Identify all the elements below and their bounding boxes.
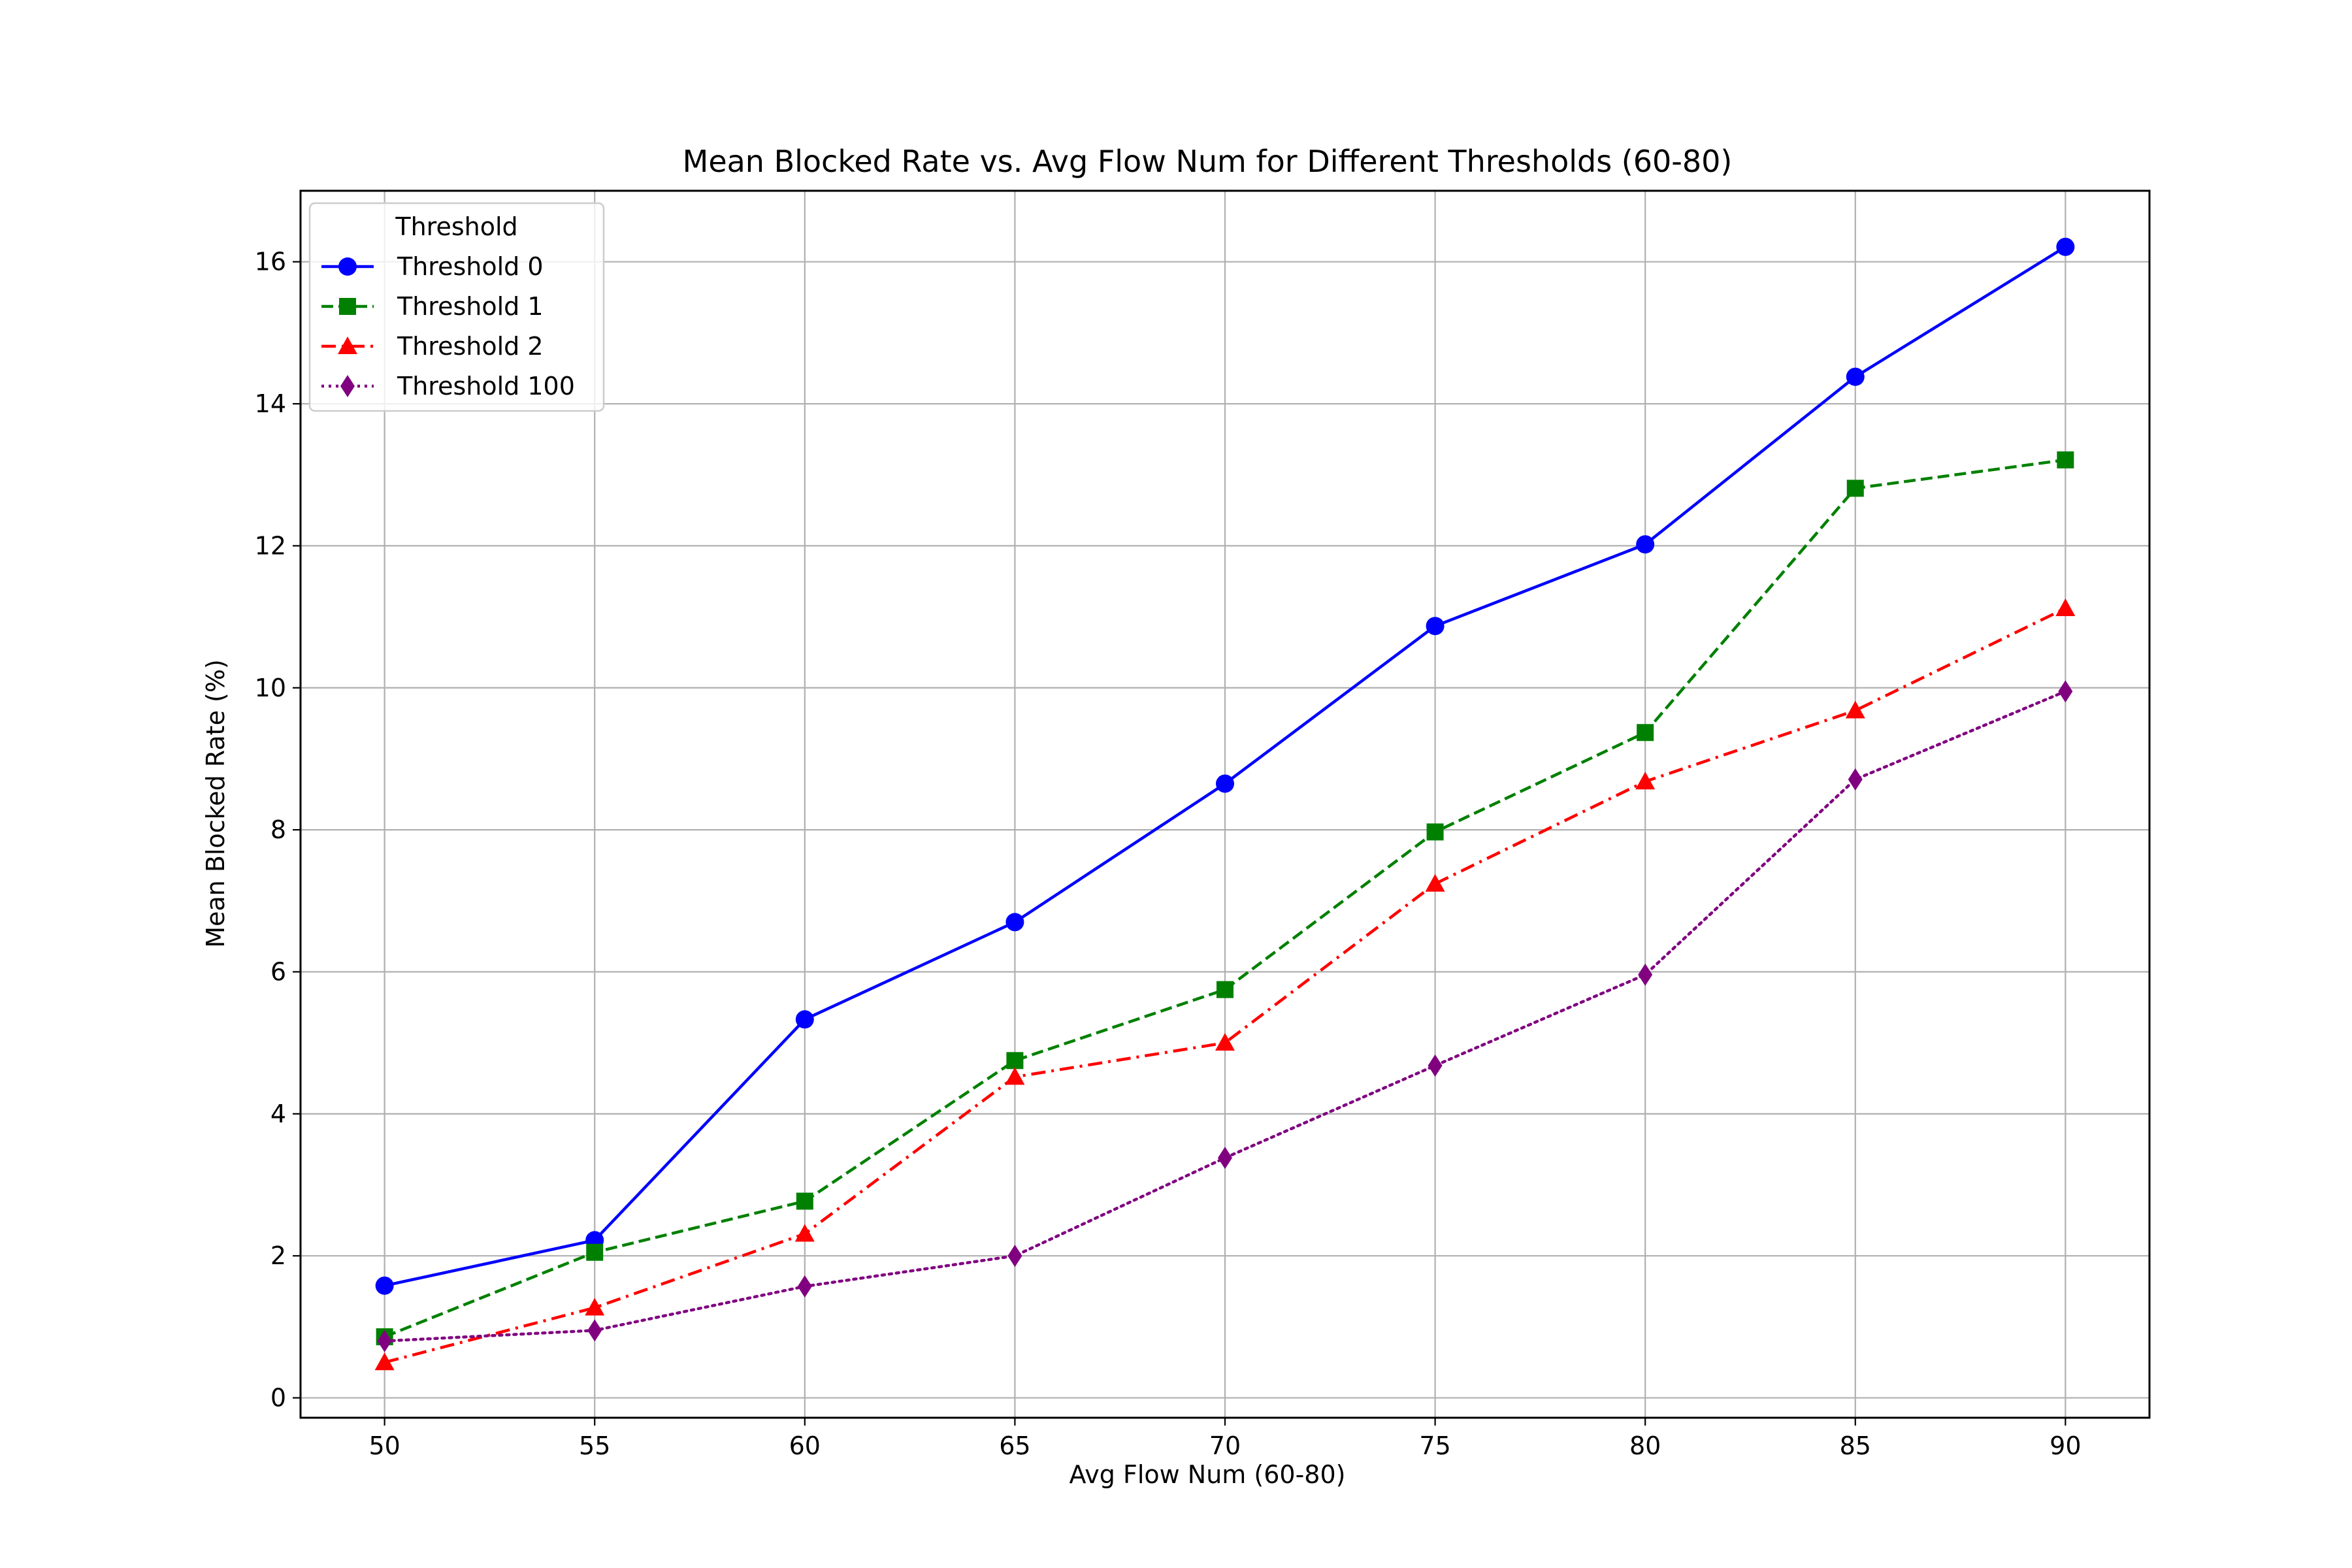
data-point xyxy=(1635,772,1656,790)
legend-entry-label: Threshold 1 xyxy=(397,292,544,321)
y-axis-label: Mean Blocked Rate (%) xyxy=(201,659,230,948)
y-tick-label: 0 xyxy=(270,1384,286,1413)
legend-marker-swatch xyxy=(340,375,355,397)
legend-entry-label: Threshold 100 xyxy=(397,372,575,400)
data-point xyxy=(1005,913,1024,932)
legend-entry: Threshold 0 xyxy=(321,252,544,281)
x-tick-label: 60 xyxy=(789,1431,821,1460)
legend-marker-swatch xyxy=(338,336,357,354)
y-tick-label: 6 xyxy=(270,957,286,986)
x-tick-label: 90 xyxy=(2050,1431,2081,1460)
y-tick-label: 2 xyxy=(270,1241,286,1270)
legend-entry: Threshold 100 xyxy=(321,372,575,400)
legend-title: Threshold xyxy=(395,212,517,241)
series-line xyxy=(384,607,2066,1364)
x-tick-label: 55 xyxy=(579,1431,610,1460)
legend-entry-label: Threshold 0 xyxy=(397,252,544,281)
series-line xyxy=(384,458,2066,1339)
x-tick-label: 50 xyxy=(368,1431,400,1460)
x-tick-label: 75 xyxy=(1419,1431,1450,1460)
data-point xyxy=(1005,1067,1025,1085)
y-tick-label: 16 xyxy=(255,248,286,276)
data-point xyxy=(2058,680,2073,703)
data-point xyxy=(797,1275,812,1298)
x-tick-label: 85 xyxy=(1840,1431,1871,1460)
data-point xyxy=(1216,774,1234,793)
x-axis-label: Avg Flow Num (60-80) xyxy=(1070,1460,1346,1489)
data-point xyxy=(1846,480,1864,497)
data-point xyxy=(1636,535,1655,554)
legend-entry-label: Threshold 2 xyxy=(397,332,544,361)
data-point xyxy=(1215,1033,1235,1051)
data-point xyxy=(796,1192,813,1210)
data-point xyxy=(1846,367,1865,386)
data-point xyxy=(1217,981,1233,998)
data-point xyxy=(1637,724,1654,742)
data-point xyxy=(1218,1147,1232,1169)
data-point xyxy=(795,1010,814,1029)
x-tick-label: 70 xyxy=(1209,1431,1241,1460)
series-group xyxy=(374,237,2076,1371)
data-point xyxy=(586,1243,604,1261)
grid xyxy=(301,191,2149,1418)
data-point xyxy=(1007,1245,1022,1267)
data-point xyxy=(1426,617,1445,636)
data-point xyxy=(794,1224,815,1242)
data-point xyxy=(374,1352,395,1371)
data-point xyxy=(1426,823,1444,841)
data-point xyxy=(377,1330,392,1352)
data-point xyxy=(1428,1054,1443,1077)
data-point xyxy=(2057,451,2074,468)
data-point xyxy=(1848,768,1863,791)
series-threshold-2 xyxy=(374,598,2076,1371)
legend-marker-swatch xyxy=(338,257,357,276)
y-tick-label: 14 xyxy=(255,389,286,418)
data-point xyxy=(1845,700,1865,719)
x-tick-label: 80 xyxy=(1629,1431,1661,1460)
series-threshold-0 xyxy=(375,237,2075,1295)
x-tick-label: 65 xyxy=(999,1431,1030,1460)
series-threshold-100 xyxy=(377,680,2073,1352)
data-point xyxy=(1425,874,1445,892)
legend-entry: Threshold 2 xyxy=(321,332,544,361)
chart-title: Mean Blocked Rate vs. Avg Flow Num for D… xyxy=(683,144,1733,179)
data-point xyxy=(2056,237,2075,256)
legend-marker-swatch xyxy=(339,298,356,315)
axis-ticks: 50 55 60 65 70 75 80 85 90 0 2 4 6 8 10 12 14 16 xyxy=(255,248,2082,1460)
data-point xyxy=(1638,963,1653,986)
y-tick-label: 8 xyxy=(270,815,286,844)
y-tick-label: 10 xyxy=(255,674,286,702)
y-tick-label: 12 xyxy=(255,531,286,560)
data-point xyxy=(2055,598,2076,617)
data-point xyxy=(585,1298,605,1316)
legend-box xyxy=(308,202,605,412)
legend-entries: Threshold 0 Threshold 1 Threshold 2 Thresho… xyxy=(321,252,575,400)
data-point xyxy=(587,1319,602,1342)
legend-entry: Threshold 1 xyxy=(321,292,544,321)
data-point xyxy=(375,1276,394,1295)
y-tick-label: 4 xyxy=(270,1100,286,1128)
data-point xyxy=(1006,1052,1024,1070)
